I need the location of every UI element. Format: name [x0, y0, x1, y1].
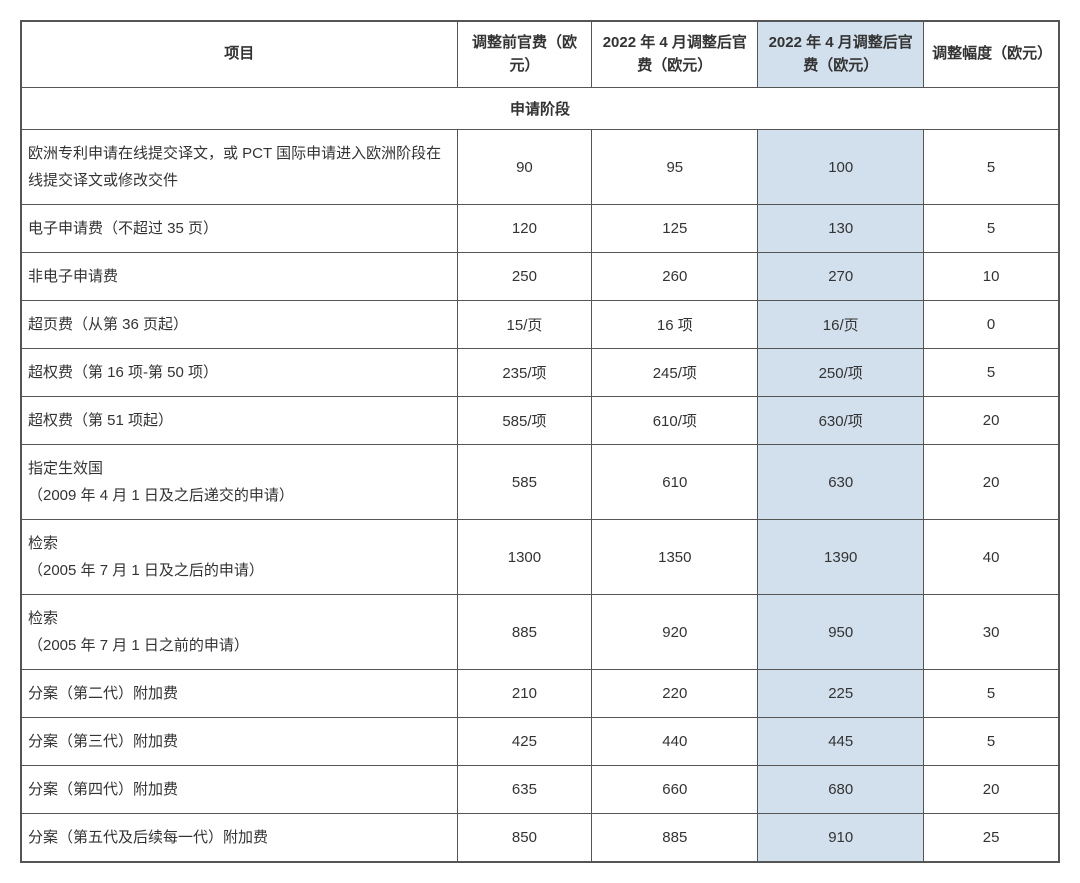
cell-apr22a: 245/项	[592, 349, 758, 397]
cell-apr22b: 445	[758, 718, 924, 766]
table-row: 分案（第二代）附加费2102202255	[22, 670, 1059, 718]
cell-item: 分案（第二代）附加费	[22, 670, 458, 718]
cell-delta: 5	[924, 205, 1059, 253]
cell-item: 分案（第四代）附加费	[22, 766, 458, 814]
cell-apr22a: 920	[592, 595, 758, 670]
cell-item: 非电子申请费	[22, 253, 458, 301]
cell-delta: 5	[924, 349, 1059, 397]
cell-apr22a: 260	[592, 253, 758, 301]
cell-apr22b: 130	[758, 205, 924, 253]
cell-apr22b: 630/项	[758, 397, 924, 445]
table-row: 超权费（第 16 项-第 50 项）235/项245/项250/项5	[22, 349, 1059, 397]
cell-before: 250	[457, 253, 592, 301]
table-body: 申请阶段 欧洲专利申请在线提交译文，或 PCT 国际申请进入欧洲阶段在线提交译文…	[22, 88, 1059, 862]
cell-apr22b: 225	[758, 670, 924, 718]
cell-item: 欧洲专利申请在线提交译文，或 PCT 国际申请进入欧洲阶段在线提交译文或修改交件	[22, 130, 458, 205]
cell-before: 585	[457, 445, 592, 520]
cell-apr22b: 16/页	[758, 301, 924, 349]
cell-before: 850	[457, 814, 592, 862]
cell-apr22a: 16 项	[592, 301, 758, 349]
cell-item: 电子申请费（不超过 35 页）	[22, 205, 458, 253]
cell-apr22a: 610/项	[592, 397, 758, 445]
cell-delta: 5	[924, 718, 1059, 766]
cell-item: 超权费（第 51 项起）	[22, 397, 458, 445]
cell-before: 120	[457, 205, 592, 253]
cell-apr22b: 950	[758, 595, 924, 670]
fee-table-container: 项目 调整前官费（欧元） 2022 年 4 月调整后官费（欧元） 2022 年 …	[20, 20, 1060, 863]
table-row: 指定生效国（2009 年 4 月 1 日及之后递交的申请）58561063020	[22, 445, 1059, 520]
table-row: 分案（第五代及后续每一代）附加费85088591025	[22, 814, 1059, 862]
cell-item: 超页费（从第 36 页起）	[22, 301, 458, 349]
cell-apr22a: 220	[592, 670, 758, 718]
cell-apr22a: 125	[592, 205, 758, 253]
cell-apr22b: 100	[758, 130, 924, 205]
cell-apr22b: 250/项	[758, 349, 924, 397]
cell-before: 210	[457, 670, 592, 718]
col-header-delta: 调整幅度（欧元）	[924, 22, 1059, 88]
table-row: 电子申请费（不超过 35 页）1201251305	[22, 205, 1059, 253]
table-row: 检索（2005 年 7 月 1 日之前的申请）88592095030	[22, 595, 1059, 670]
cell-item: 分案（第三代）附加费	[22, 718, 458, 766]
section-title: 申请阶段	[22, 88, 1059, 130]
cell-before: 15/页	[457, 301, 592, 349]
table-row: 超页费（从第 36 页起）15/页16 项16/页0	[22, 301, 1059, 349]
cell-apr22a: 95	[592, 130, 758, 205]
cell-apr22b: 630	[758, 445, 924, 520]
cell-before: 585/项	[457, 397, 592, 445]
cell-before: 90	[457, 130, 592, 205]
cell-delta: 25	[924, 814, 1059, 862]
fee-table: 项目 调整前官费（欧元） 2022 年 4 月调整后官费（欧元） 2022 年 …	[21, 21, 1059, 862]
cell-apr22a: 660	[592, 766, 758, 814]
cell-apr22b: 270	[758, 253, 924, 301]
cell-apr22a: 885	[592, 814, 758, 862]
table-row: 分案（第四代）附加费63566068020	[22, 766, 1059, 814]
cell-before: 1300	[457, 520, 592, 595]
cell-delta: 20	[924, 397, 1059, 445]
table-row: 检索（2005 年 7 月 1 日及之后的申请）13001350139040	[22, 520, 1059, 595]
cell-item: 指定生效国（2009 年 4 月 1 日及之后递交的申请）	[22, 445, 458, 520]
cell-delta: 20	[924, 445, 1059, 520]
cell-apr22a: 1350	[592, 520, 758, 595]
cell-delta: 30	[924, 595, 1059, 670]
table-head: 项目 调整前官费（欧元） 2022 年 4 月调整后官费（欧元） 2022 年 …	[22, 22, 1059, 88]
cell-item: 分案（第五代及后续每一代）附加费	[22, 814, 458, 862]
cell-apr22b: 1390	[758, 520, 924, 595]
cell-apr22b: 680	[758, 766, 924, 814]
col-header-before: 调整前官费（欧元）	[457, 22, 592, 88]
section-row: 申请阶段	[22, 88, 1059, 130]
cell-apr22a: 610	[592, 445, 758, 520]
table-row: 分案（第三代）附加费4254404455	[22, 718, 1059, 766]
cell-before: 885	[457, 595, 592, 670]
cell-apr22a: 440	[592, 718, 758, 766]
cell-delta: 5	[924, 130, 1059, 205]
table-row: 超权费（第 51 项起）585/项610/项630/项20	[22, 397, 1059, 445]
cell-delta: 10	[924, 253, 1059, 301]
col-header-item: 项目	[22, 22, 458, 88]
col-header-apr22b: 2022 年 4 月调整后官费（欧元）	[758, 22, 924, 88]
table-row: 欧洲专利申请在线提交译文，或 PCT 国际申请进入欧洲阶段在线提交译文或修改交件…	[22, 130, 1059, 205]
cell-delta: 0	[924, 301, 1059, 349]
cell-before: 635	[457, 766, 592, 814]
cell-apr22b: 910	[758, 814, 924, 862]
cell-before: 235/项	[457, 349, 592, 397]
table-row: 非电子申请费25026027010	[22, 253, 1059, 301]
cell-delta: 20	[924, 766, 1059, 814]
cell-item: 超权费（第 16 项-第 50 项）	[22, 349, 458, 397]
cell-delta: 5	[924, 670, 1059, 718]
cell-item: 检索（2005 年 7 月 1 日及之后的申请）	[22, 520, 458, 595]
cell-item: 检索（2005 年 7 月 1 日之前的申请）	[22, 595, 458, 670]
cell-delta: 40	[924, 520, 1059, 595]
cell-before: 425	[457, 718, 592, 766]
col-header-apr22a: 2022 年 4 月调整后官费（欧元）	[592, 22, 758, 88]
